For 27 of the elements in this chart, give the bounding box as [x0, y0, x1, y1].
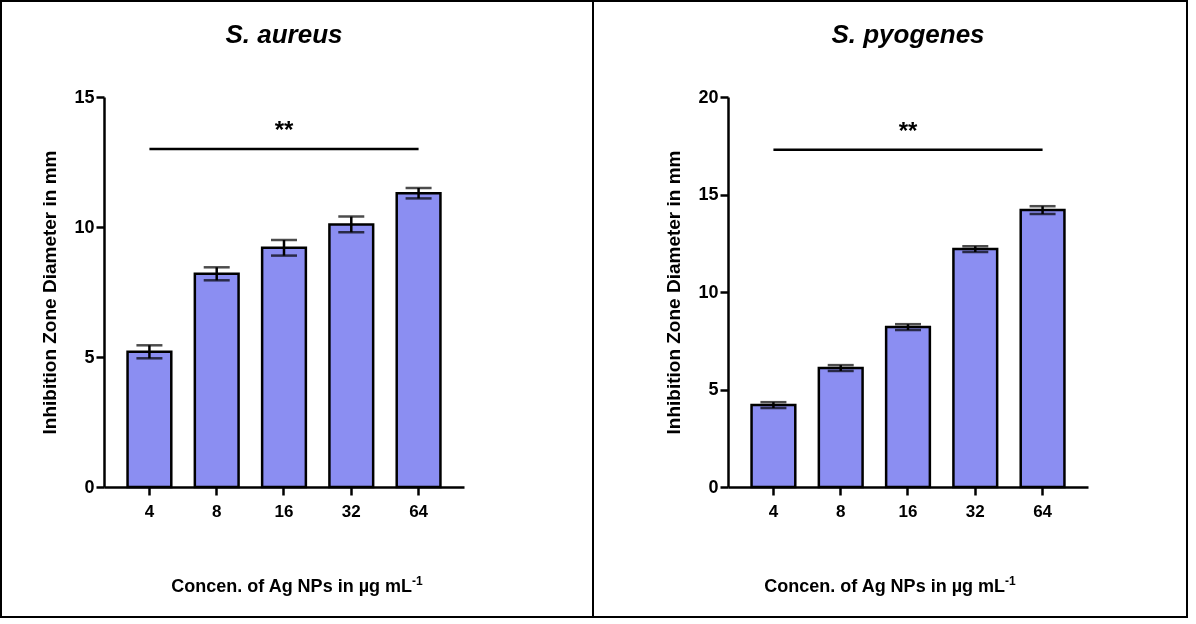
x-axis-title: Concen. of Ag NPs in µg mL$^{-1}$ [170, 574, 424, 597]
y-tick-label: 20 [698, 86, 719, 107]
y-tick-label: 10 [698, 281, 719, 302]
x-tick-label: 16 [898, 501, 918, 521]
x-tick-label: 4 [144, 501, 155, 521]
y-axis-title: Inhibition Zone Diameter in mm [39, 150, 61, 435]
y-tick-label: 10 [74, 216, 95, 237]
x-tick-label: 16 [274, 501, 294, 521]
x-tick-label: 64 [409, 501, 429, 521]
x-tick-label: 8 [835, 501, 846, 521]
y-tick-label: 5 [708, 379, 719, 399]
y-axis-title: Inhibition Zone Diameter in mm [663, 150, 685, 435]
y-tick-label: 15 [698, 184, 719, 204]
y-tick-label: 0 [84, 476, 95, 497]
chart-title: S. pyogenes [831, 19, 985, 49]
ref-line-label: ** [274, 116, 294, 143]
y-tick-label: 5 [84, 346, 95, 367]
ref-line-label: ** [898, 116, 918, 144]
x-tick-label: 64 [1033, 501, 1053, 521]
y-tick-label: 15 [74, 86, 95, 107]
x-tick-label: 8 [211, 501, 222, 521]
chart-title: S. aureus [225, 19, 343, 49]
x-tick-label: 4 [768, 501, 779, 521]
x-tick-label: 32 [965, 501, 985, 521]
x-axis-title: Concen. of Ag NPs in µg mL$^{-1}$ [763, 574, 1017, 597]
y-tick-label: 0 [708, 476, 719, 497]
x-tick-label: 32 [341, 501, 361, 521]
